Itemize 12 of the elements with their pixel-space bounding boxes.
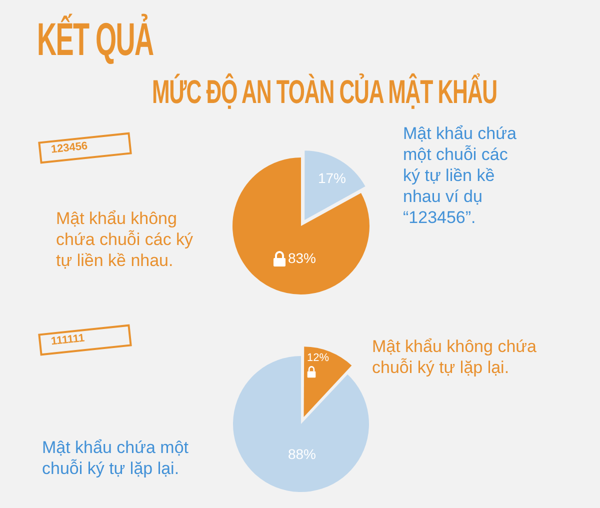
data-label: 88% xyxy=(288,446,316,462)
data-label: 17% xyxy=(318,170,346,186)
text: 111111 xyxy=(50,332,86,348)
slice-label: Mật khẩu chứa một chuỗi ký tự lặp lại. xyxy=(42,437,190,479)
text: 123456 xyxy=(50,140,88,156)
chart-subtitle: MỨC ĐỘ AN TOÀN CỦA MẬT KHẨU xyxy=(152,72,497,111)
data-label: 83% xyxy=(288,250,316,266)
chart-title: KẾT QUẢ xyxy=(37,12,154,66)
slice-label: Mật khẩu chứa một chuỗi các ký tự liền kề nhau ví dụ “123456”. xyxy=(403,123,518,228)
data-label: 12% xyxy=(306,352,330,364)
slice-label: Mật khẩu không chứa chuỗi ký tự lặp lại. xyxy=(372,336,538,378)
slice-label: Mật khẩu không chứa chuỗi các ký tự liền kề nhau. xyxy=(56,208,194,271)
